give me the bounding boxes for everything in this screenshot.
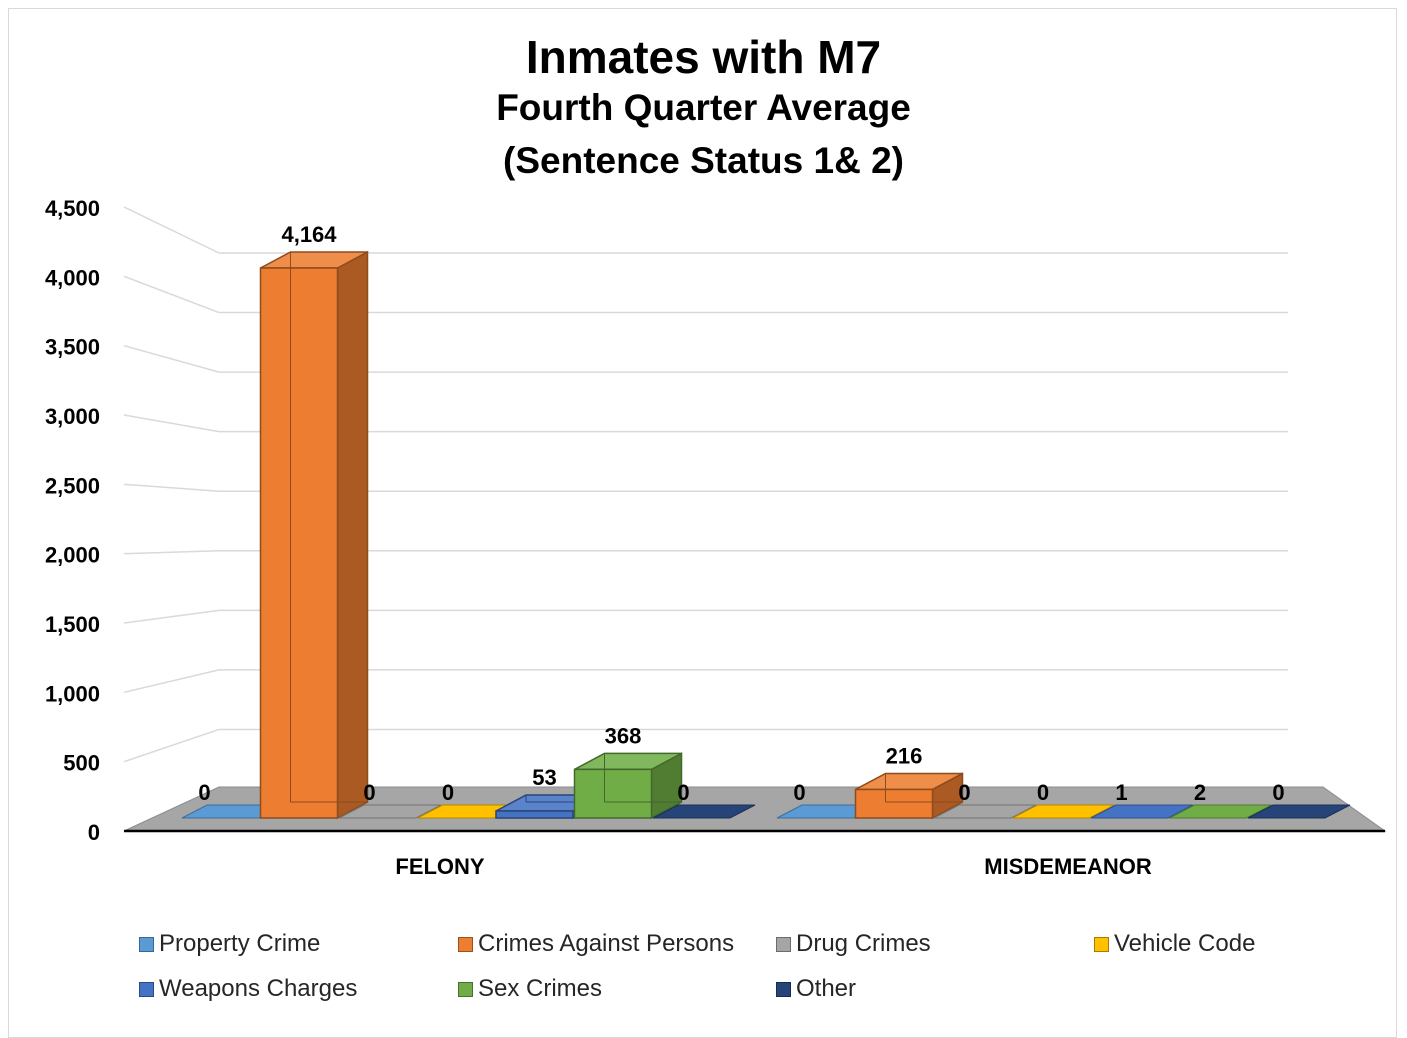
gridline-connector [123,669,220,694]
bars: 0 4,164 0 0 53 368 0 FELONY 0 216 0 0 1 2 0 MISDEMEANOR [181,222,1351,879]
data-label: 4,164 [281,222,337,247]
data-label: 0 [1272,780,1284,805]
bar-side [336,250,369,820]
gridline-connector [123,550,220,555]
y-tick-label: 4,000 [45,265,100,290]
chart-title: Inmates with M7 [525,31,882,83]
data-label: 2 [1194,780,1206,805]
x-tick-label: FELONY [395,854,485,879]
y-tick-label: 0 [88,820,100,845]
gridline-connector [123,483,220,492]
y-tick-label: 1,500 [45,612,100,637]
bar-front [854,788,934,819]
data-label: 0 [363,780,375,805]
gridline-connector [123,414,220,433]
y-tick-label: 2,000 [45,543,100,568]
bar-front [259,267,339,819]
data-label: 0 [442,780,454,805]
gridline-connector [123,609,220,624]
data-label: 53 [532,765,556,790]
y-tick-label: 4,500 [45,196,100,221]
bar-flat [338,804,442,819]
data-label: 0 [1037,780,1049,805]
gridlines: 0 500 1,000 1,500 2,000 2,500 3,000 3,500 4,000 4… [45,196,1288,845]
chart-subtitle-line-2: (Sentence Status 1& 2) [503,140,904,181]
y-tick-label: 3,500 [45,335,100,360]
y-tick-label: 3,000 [45,404,100,429]
bar-flat [1012,804,1115,819]
data-label: 0 [958,780,970,805]
bar-flat [652,804,756,819]
data-label: 216 [886,743,923,768]
gridline-connector [123,275,220,314]
gridline-connector [123,344,220,373]
bar-flat [1090,804,1194,819]
y-tick-label: 1,000 [45,681,100,706]
gridline-connector [123,728,220,763]
data-label: 0 [677,780,689,805]
bar-flat [1247,804,1351,819]
data-label: 0 [198,780,210,805]
x-tick-label: MISDEMEANOR [984,854,1152,879]
gridline-connector [123,206,220,254]
y-tick-label: 2,500 [45,473,100,498]
bar-front [495,810,574,819]
data-label: 368 [605,723,642,748]
bar-front [573,768,653,819]
chart-subtitle-line-1: Fourth Quarter Average [496,87,911,128]
data-label: 0 [793,780,805,805]
y-tick-label: 500 [63,751,100,776]
chart-frame [8,8,1397,1038]
bar-flat [1169,804,1272,819]
data-label: 1 [1115,780,1127,805]
bar-flat [933,804,1037,819]
